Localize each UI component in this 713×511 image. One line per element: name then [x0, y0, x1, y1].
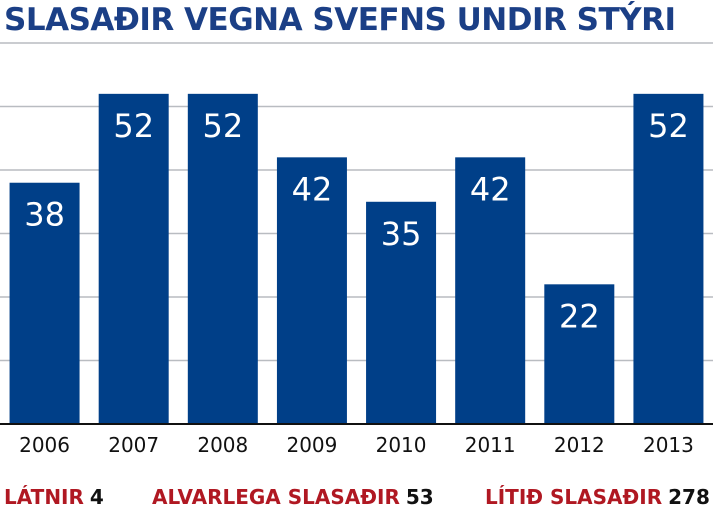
bar-2011	[455, 157, 526, 425]
bar-chart: 38 2006 52 2007 52 2008 42 2009 35 2010 42 2011 22 20…	[0, 42, 713, 457]
data-label-2009: 42	[292, 170, 333, 208]
bar-2007	[98, 93, 169, 424]
chart-title: SLASAÐIR VEGNA SVEFNS UNDIR STÝRI	[4, 2, 676, 38]
data-label-2008: 52	[202, 107, 243, 145]
data-label-2010: 35	[381, 215, 422, 253]
x-tick-label-2007: 2007	[108, 433, 159, 457]
x-tick-label-2010: 2010	[376, 433, 427, 457]
data-label-2007: 52	[113, 107, 154, 145]
x-tick-label-2011: 2011	[465, 433, 516, 457]
bar-2010	[366, 201, 437, 424]
summary-value: 278	[668, 485, 710, 509]
summary-label: LÍTIÐ SLASAÐIR	[485, 485, 663, 509]
x-tick-label-2012: 2012	[554, 433, 605, 457]
x-tick-label-2013: 2013	[643, 433, 694, 457]
bar-2006	[9, 182, 80, 424]
summary-label: ALVARLEGA SLASAÐIR	[152, 485, 400, 509]
bar-2012	[544, 284, 615, 424]
summary-item-litid: LÍTIÐ SLASAÐIR 278	[485, 485, 710, 509]
summary-bar: LÁTNIR 4 ALVARLEGA SLASAÐIR 53 LÍTIÐ SLASA…	[0, 485, 713, 511]
x-tick-label-2006: 2006	[19, 433, 70, 457]
summary-value: 53	[405, 485, 434, 509]
bar-2013	[633, 93, 704, 424]
x-tick-label-2009: 2009	[286, 433, 337, 457]
data-label-2013: 52	[648, 107, 689, 145]
summary-value: 4	[89, 485, 104, 509]
summary-item-alvarlega: ALVARLEGA SLASAÐIR 53	[152, 485, 434, 509]
summary-item-latnir: LÁTNIR 4	[4, 485, 104, 509]
x-tick-label-2008: 2008	[197, 433, 248, 457]
bar-2009	[276, 157, 347, 425]
summary-label: LÁTNIR	[4, 485, 84, 509]
data-label-2012: 22	[559, 297, 600, 335]
bar-2008	[187, 93, 258, 424]
data-label-2006: 38	[24, 196, 65, 234]
data-label-2011: 42	[470, 170, 511, 208]
